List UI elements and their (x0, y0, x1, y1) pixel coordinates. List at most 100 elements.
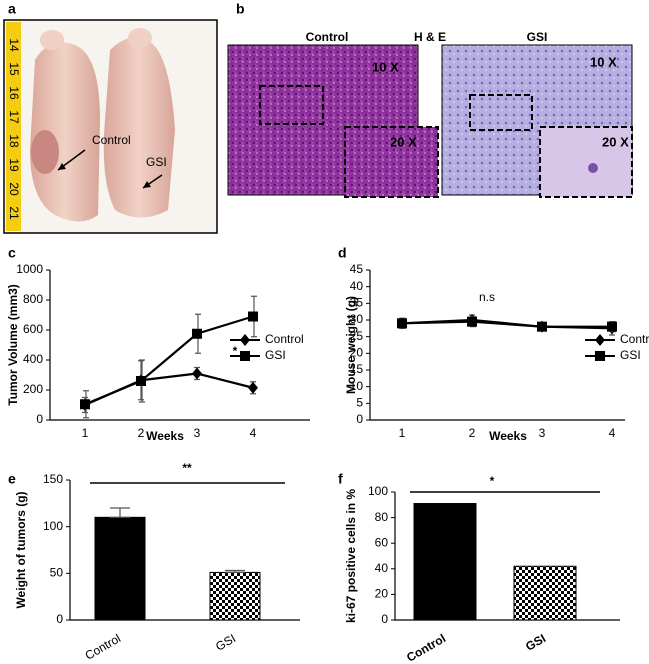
ruler-label: 14 (7, 38, 21, 52)
annotation: n.s (479, 290, 495, 304)
y-axis-label: Tumor Volume (mm3) (6, 284, 20, 406)
marker (248, 311, 258, 322)
annotation: ** (182, 461, 192, 475)
x-tick-label: Control (404, 631, 448, 664)
y-tick-label: 45 (350, 262, 364, 276)
panel-label: b (236, 1, 245, 17)
y-tick-label: 20 (375, 587, 389, 601)
y-tick-label: 0 (56, 612, 63, 626)
column-title: Control (306, 30, 349, 44)
y-tick-label: 40 (375, 561, 389, 575)
y-tick-label: 0 (356, 412, 363, 426)
x-tick-label: GSI (523, 631, 548, 653)
legend-marker (595, 334, 605, 346)
legend-label: GSI (265, 348, 286, 362)
bar (94, 516, 146, 621)
legend-marker (240, 351, 250, 361)
y-tick-label: 30 (350, 312, 364, 326)
ruler-label: 21 (7, 206, 21, 220)
ruler-label: 19 (7, 158, 21, 172)
ruler-label: 20 (7, 182, 21, 196)
y-tick-label: 150 (43, 472, 63, 486)
error-bar (225, 569, 245, 573)
y-tick-label: 15 (350, 362, 364, 376)
bar (209, 571, 261, 621)
magnification: 20 X (390, 134, 417, 149)
x-tick-label: 4 (609, 426, 616, 440)
error-bar (110, 507, 130, 518)
bar (513, 565, 577, 621)
x-tick-label: Control (83, 631, 124, 662)
panel-label: c (8, 245, 16, 261)
ruler-label: 16 (7, 86, 21, 100)
x-tick-label: 3 (539, 426, 546, 440)
y-axis-label: Mouse weight (g) (344, 296, 358, 394)
y-axis-label: Weight of tumors (g) (14, 491, 28, 608)
marker (192, 367, 202, 380)
legend-label: Control (265, 332, 304, 346)
legend-label: GSI (620, 348, 641, 362)
x-tick-label: 2 (138, 426, 145, 440)
y-tick-label: 0 (381, 612, 388, 626)
y-tick-label: 50 (50, 566, 64, 580)
x-tick-label: 1 (399, 426, 406, 440)
column-title: GSI (527, 30, 548, 44)
panel-label: f (338, 471, 343, 487)
bar (413, 503, 477, 621)
y-tick-label: 100 (43, 519, 63, 533)
series-line (84, 372, 254, 407)
panel-label: a (8, 1, 16, 17)
y-tick-label: 1000 (16, 262, 43, 276)
photo-label: Control (92, 133, 131, 147)
marker (537, 321, 547, 332)
magnification: 10 X (590, 54, 617, 69)
ruler-label: 15 (7, 62, 21, 76)
y-tick-label: 5 (356, 396, 363, 410)
legend-marker (240, 334, 250, 346)
x-tick-label: GSI (213, 631, 238, 653)
ruler-label: 17 (7, 110, 21, 124)
annotation: * (233, 344, 238, 358)
marker (248, 381, 258, 394)
legend-label: Control (620, 332, 649, 346)
y-tick-label: 200 (23, 382, 43, 396)
mouse-photo (3, 19, 218, 234)
photo-label: GSI (146, 155, 167, 169)
y-tick-label: 35 (350, 296, 364, 310)
annotation: * (490, 474, 495, 488)
marker (192, 328, 202, 339)
y-tick-label: 20 (350, 346, 364, 360)
y-tick-label: 400 (23, 352, 43, 366)
y-axis-label: ki-67 positive cells in % (344, 489, 358, 623)
y-tick-label: 25 (350, 329, 364, 343)
y-tick-label: 40 (350, 279, 364, 293)
histology-images (227, 44, 633, 198)
y-tick-label: 100 (368, 484, 388, 498)
x-tick-label: 4 (250, 426, 257, 440)
ruler-label: 18 (7, 134, 21, 148)
marker (136, 376, 146, 386)
series-line (84, 315, 254, 406)
magnification: 20 X (602, 134, 629, 149)
x-axis-label: Weeks (489, 429, 527, 443)
marker (607, 321, 617, 332)
y-tick-label: 10 (350, 379, 364, 393)
x-tick-label: 2 (469, 426, 476, 440)
y-tick-label: 0 (36, 412, 43, 426)
magnification: 10 X (372, 59, 399, 74)
x-tick-label: 1 (82, 426, 89, 440)
stain-title: H & E (414, 30, 446, 44)
y-tick-label: 80 (375, 510, 389, 524)
panel-label: e (8, 471, 16, 487)
marker (467, 316, 477, 327)
axis-line (369, 270, 625, 421)
marker (397, 318, 407, 329)
marker (80, 399, 90, 410)
x-axis-label: Weeks (146, 429, 184, 443)
series-line (401, 320, 612, 328)
y-tick-label: 600 (23, 322, 43, 336)
x-tick-label: 3 (194, 426, 201, 440)
y-tick-label: 800 (23, 292, 43, 306)
panel-label: d (338, 245, 347, 261)
